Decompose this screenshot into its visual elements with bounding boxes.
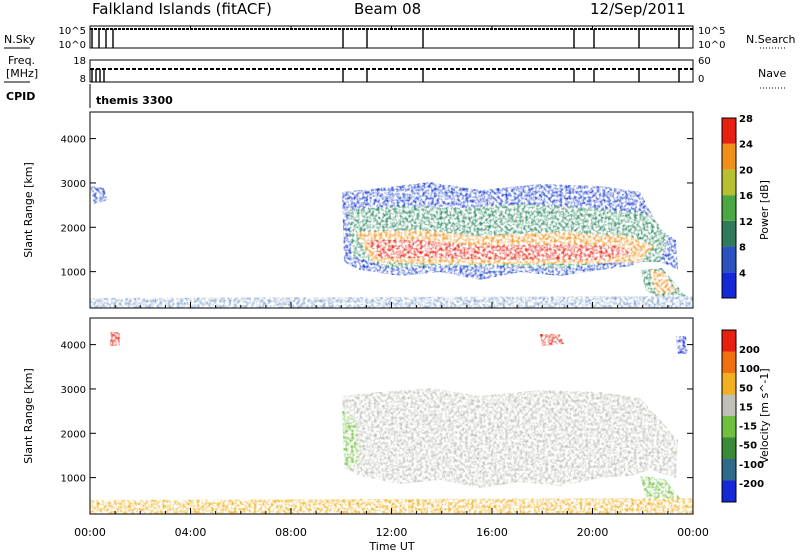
velocity-colorbar-tick: 100 [739,364,760,375]
date-title: 12/Sep/2011 [590,0,686,18]
x-tick-label: 00:00 [677,526,709,539]
power-y-axis: 1000 2000 3000 4000 [61,135,693,279]
velocity-panel: 1000 2000 3000 4000 Slant Range [km] [22,317,694,515]
x-tick-label: 04:00 [175,526,207,539]
power-colorbar-block [722,169,736,196]
time-x-axis: 00:00 04:00 08:00 12:00 16:00 20:00 00:00 [74,26,709,539]
freq-label-line2: [MHz] [6,67,38,80]
velocity-y-axis: 1000 2000 3000 4000 [61,341,693,485]
station-title: Falkland Islands (fitACF) [92,0,272,18]
velocity-colorbar-block [722,373,736,395]
noise-left-label: N.Sky [4,33,36,46]
power-colorbar-tick: 8 [739,243,746,254]
velocity-colorbar-block [722,416,736,438]
velocity-colorbar-tick: 200 [739,345,760,356]
power-ytick-label: 4000 [61,135,86,146]
velocity-colorbar-tick: -50 [739,441,757,452]
noise-right-tick-bottom: 10^0 [698,40,725,51]
power-panel: 1000 2000 3000 4000 Slant Range [km] [22,111,694,309]
cpid-label: CPID [6,90,35,103]
x-axis-label: Time UT [368,540,414,553]
velocity-colorbar-tick: -100 [739,460,764,471]
x-tick-label: 08:00 [275,526,307,539]
power-ytick-label: 3000 [61,179,86,190]
velocity-colorbar-tick: 50 [739,383,753,394]
power-colorbar-label: Power [dB] [758,180,771,240]
nave-right-label: Nave [758,67,786,80]
noise-right-tick-top: 10^5 [698,26,725,37]
velocity-echo-texture [90,332,693,514]
power-ylabel: Slant Range [km] [22,162,35,258]
velocity-colorbar: 200 100 50 15 -15 -50 -100 -200 [721,329,764,503]
noise-left-tick-bottom: 10^0 [59,40,86,51]
freq-left-tick-bottom: 8 [80,74,86,85]
power-colorbar: 4 8 12 16 20 24 28 [721,114,753,299]
velocity-colorbar-block [722,394,736,416]
nave-right-tick-top: 60 [698,56,711,67]
velocity-ytick-label: 4000 [61,341,86,352]
velocity-colorbar-tick: 15 [739,402,753,413]
power-colorbar-tick: 24 [739,140,753,151]
cpid-mode: themis 3300 [96,94,173,107]
noise-right-label: N.Search [746,33,796,46]
power-echo-texture [90,182,693,308]
noise-left-tick-top: 10^5 [59,26,86,37]
power-colorbar-block [722,143,736,170]
velocity-colorbar-tick: -200 [739,479,764,490]
velocity-colorbar-block [722,480,736,502]
velocity-ytick-label: 1000 [61,474,86,485]
power-colorbar-block [722,195,736,221]
cpid-row: CPID themis 3300 [6,84,173,108]
velocity-ytick-label: 3000 [61,385,86,396]
power-colorbar-block [722,246,736,273]
velocity-ylabel: Slant Range [km] [22,368,35,464]
velocity-colorbar-block [722,351,736,373]
power-ytick-label: 1000 [61,268,86,279]
x-tick-label: 00:00 [74,526,106,539]
x-tick-label: 16:00 [476,526,508,539]
velocity-colorbar-block [722,437,736,459]
power-colorbar-tick: 4 [739,268,746,279]
velocity-colorbar-label: Velocity [m s^-1] [758,368,771,463]
power-colorbar-tick: 28 [739,114,753,125]
velocity-colorbar-block [722,459,736,481]
freq-panel: Freq. [MHz] 18 8 60 0 Nave [4,54,786,89]
power-colorbar-tick: 12 [739,217,753,228]
power-colorbar-block [722,272,736,298]
power-colorbar-tick: 16 [739,191,753,202]
power-colorbar-block [722,220,736,247]
velocity-colorbar-block [722,330,736,352]
noise-panel: N.Sky 10^5 10^0 10^5 10^0 N.Search [4,25,796,51]
velocity-colorbar-tick: -15 [739,422,757,433]
nave-right-tick-bottom: 0 [698,74,704,85]
freq-label-line1: Freq. [8,54,35,67]
beam-title: Beam 08 [354,0,421,18]
freq-left-tick-top: 18 [73,56,86,67]
x-tick-label: 20:00 [577,526,609,539]
power-colorbar-block [722,118,736,144]
x-tick-label: 12:00 [376,526,408,539]
power-colorbar-tick: 20 [739,165,753,176]
velocity-ytick-label: 2000 [61,429,86,440]
power-ytick-label: 2000 [61,223,86,234]
